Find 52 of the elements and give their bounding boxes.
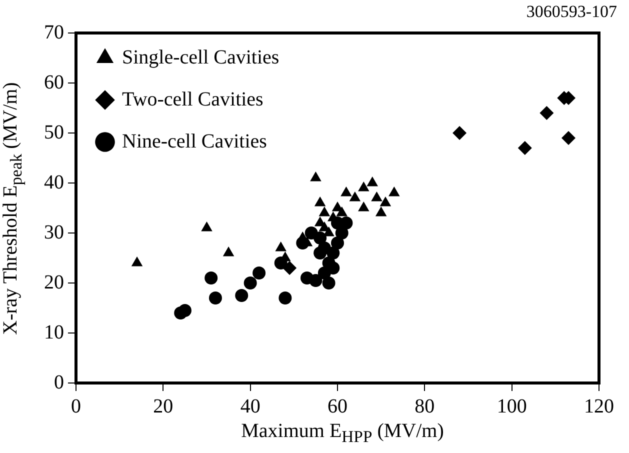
x-tick-label: 60: [328, 395, 348, 418]
point: [310, 172, 322, 182]
point: [375, 206, 387, 216]
x-axis-title: Maximum E$_{HPP}$ (MV/m): [240, 420, 445, 447]
point: [314, 246, 327, 260]
point: [275, 242, 286, 252]
point: [336, 206, 348, 216]
y-tick-label: 50: [44, 121, 64, 144]
y-tick-label: 0: [54, 371, 64, 394]
point: [222, 246, 234, 256]
point: [304, 226, 318, 240]
y-tick-label: 30: [44, 221, 64, 244]
x-tick-label: 120: [584, 395, 614, 418]
point: [318, 266, 331, 280]
y-tick-label: 70: [44, 21, 64, 44]
legend-label: Nine-cell Cavities: [122, 130, 268, 152]
point: [358, 182, 370, 192]
x-tick-label: 0: [71, 395, 81, 418]
point: [326, 246, 340, 260]
text: 3060593-107: [526, 2, 617, 22]
point: [204, 272, 218, 284]
point: [314, 196, 326, 206]
point: [201, 222, 212, 232]
point: [278, 292, 292, 304]
x-tick-label: 40: [240, 395, 260, 418]
y-tick-label: 40: [44, 171, 64, 194]
x-tick-label: 80: [414, 395, 435, 418]
point: [208, 292, 222, 304]
point: [244, 276, 257, 290]
point: [380, 196, 392, 206]
point: [388, 186, 400, 196]
x-tick-label: 20: [153, 395, 174, 418]
point: [178, 304, 192, 317]
point: [322, 276, 336, 290]
legend-label: Single-cell Cavities: [122, 46, 280, 68]
point: [235, 289, 248, 302]
point: [340, 186, 352, 196]
point: [318, 206, 330, 216]
point: [282, 261, 297, 275]
y-tick-label: 60: [44, 71, 64, 94]
point: [371, 192, 382, 202]
y-tick-label: 10: [44, 321, 64, 344]
legend-label: Two-cell Cavities: [122, 88, 264, 110]
y-tick-label: 20: [44, 271, 64, 294]
point: [358, 202, 370, 212]
point: [349, 192, 361, 202]
x-tick-label: 100: [496, 395, 527, 418]
point: [309, 274, 322, 287]
point: [131, 256, 143, 266]
point: [252, 266, 266, 280]
point: [366, 176, 378, 186]
point: [340, 216, 353, 230]
